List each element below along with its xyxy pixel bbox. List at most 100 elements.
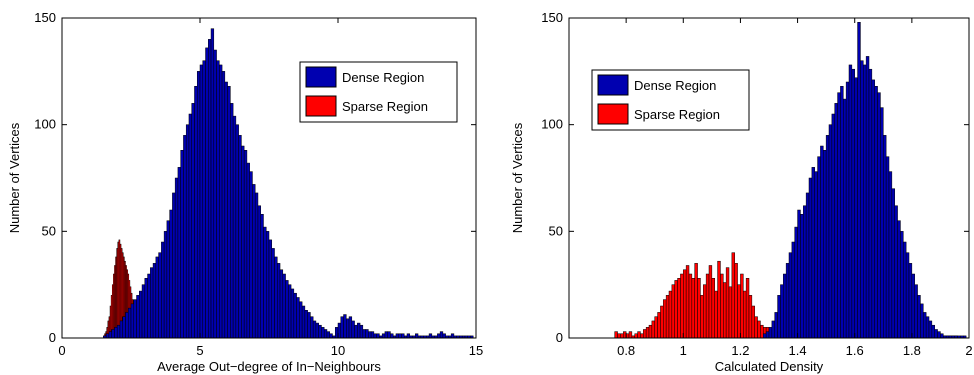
right-x-tick-label: 2: [965, 343, 972, 358]
left-dense-bar: [169, 209, 173, 339]
right-dense-bar: [803, 205, 807, 339]
right-dense-bar: [900, 231, 904, 339]
left-dense-bar: [119, 320, 123, 339]
right-dense-bar: [928, 320, 933, 339]
left-dense-bar: [111, 329, 115, 339]
left-dense-bar: [365, 329, 369, 339]
right-sparse-bar: [737, 284, 741, 339]
right-sparse-bar: [720, 273, 724, 339]
left-dense-bar: [216, 60, 220, 339]
left-y-tick-label: 150: [34, 10, 56, 25]
left-dense-bar: [254, 192, 259, 339]
right-sparse-bar: [731, 252, 735, 339]
right-dense-bar: [903, 241, 907, 339]
right-sparse-bar: [637, 331, 641, 339]
right-dense-bar: [771, 320, 775, 339]
right-sparse-bar: [708, 265, 713, 339]
left-dense-bar: [268, 239, 273, 339]
left-dense-bar: [406, 333, 411, 339]
left-dense-bar: [166, 220, 170, 339]
left-y-tick-label: 50: [42, 223, 56, 238]
right-x-tick-label: 1.2: [731, 343, 749, 358]
left-dense-bar: [450, 333, 455, 339]
right-x-tick-label: 1.4: [789, 343, 807, 358]
left-dense-bar: [257, 205, 261, 339]
right-sparse-bar: [663, 299, 667, 339]
right-dense-bar: [845, 81, 850, 339]
left-dense-bar: [158, 252, 162, 339]
left-dense-bar: [401, 333, 405, 339]
left-y-tick-label: 100: [34, 117, 56, 132]
right-dense-bar: [820, 145, 824, 339]
left-dense-bar: [265, 231, 270, 339]
left-dense-bar: [274, 256, 278, 339]
right-dense-bar: [831, 113, 835, 339]
left-dense-bar: [191, 103, 195, 339]
left-dense-bar: [315, 322, 319, 339]
right-legend-label-dense: Dense Region: [634, 78, 716, 93]
left-dense-bar: [279, 269, 284, 339]
right-dense-bar: [823, 150, 827, 339]
left-dense-bar: [108, 331, 112, 339]
left-dense-bar: [136, 295, 140, 339]
left-dense-bar: [238, 135, 242, 339]
right-dense-bar: [863, 64, 867, 339]
right-y-tick-label: 50: [549, 223, 563, 238]
left-dense-bar: [442, 333, 446, 339]
right-dense-bar: [854, 77, 858, 339]
right-sparse-bar: [703, 284, 707, 339]
left-axes-frame: [61, 17, 477, 339]
right-dense-bar: [905, 252, 910, 339]
left-x-axis-label: Average Out−degree of In−Neighbours: [157, 359, 381, 374]
left-x-tick-label: 10: [331, 343, 345, 358]
left-dense-bar: [351, 320, 355, 339]
left-dense-bar: [125, 312, 129, 339]
right-sparse-bar: [734, 263, 738, 339]
left-dense-bar: [163, 231, 168, 339]
left-dense-bar: [301, 305, 306, 339]
right-sparse-bar: [668, 290, 673, 339]
left-dense-bar: [188, 113, 192, 339]
left-y-axis-label: Number of Vertices: [7, 122, 22, 233]
right-dense-bar: [794, 226, 798, 339]
right-x-tick-label: 1.8: [903, 343, 921, 358]
left-dense-bar: [373, 333, 377, 339]
left-dense-bar: [208, 39, 212, 339]
right-sparse-bar: [640, 333, 644, 339]
right-dense-bar: [868, 68, 873, 339]
left-dense-bar: [199, 64, 204, 339]
right-sparse-bar: [688, 273, 693, 339]
right-sparse-bar: [711, 278, 715, 339]
left-dense-bar: [299, 301, 303, 339]
right-sparse-bar: [648, 324, 653, 339]
right-dense-bar: [800, 214, 804, 339]
left-dense-bar: [384, 331, 388, 339]
left-dense-bar: [318, 324, 322, 339]
right-dense-bars: [763, 22, 967, 339]
right-dense-bar: [840, 86, 844, 339]
left-dense-bar: [439, 331, 444, 339]
left-dense-bar: [144, 278, 148, 339]
left-x-tick-label: 5: [196, 343, 203, 358]
left-legend-label-sparse: Sparse Region: [342, 99, 428, 114]
left-dense-bar: [387, 331, 391, 339]
right-legend-swatch-sparse: [597, 103, 629, 125]
left-dense-bar: [227, 86, 231, 339]
left-dense-bar: [116, 324, 121, 339]
right-dense-bar: [871, 79, 875, 339]
left-dense-bar: [271, 248, 275, 339]
left-dense-bar: [185, 124, 190, 339]
right-x-tick-label: 1: [680, 343, 687, 358]
right-dense-bar: [891, 188, 895, 339]
right-sparse-bar: [691, 278, 695, 339]
left-dense-bar: [122, 316, 126, 339]
right-y-tick-label: 100: [541, 117, 563, 132]
left-dense-bar: [368, 331, 372, 339]
left-x-tick-label: 15: [469, 343, 483, 358]
right-dense-bar: [814, 171, 818, 339]
left-dense-bar: [290, 288, 295, 339]
left-x-tick-label: 0: [58, 343, 65, 358]
right-dense-bar: [911, 273, 915, 339]
right-dense-bar: [925, 316, 930, 339]
